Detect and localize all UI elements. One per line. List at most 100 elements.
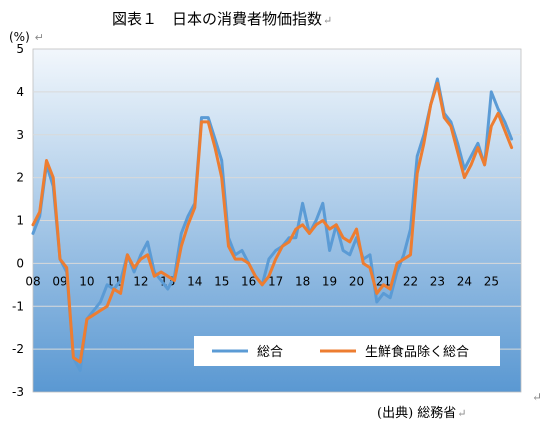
data-point (315, 219, 317, 222)
data-point (247, 262, 250, 265)
data-point (355, 228, 358, 230)
data-point (207, 116, 209, 119)
data-point (160, 279, 162, 282)
data-point (429, 103, 432, 106)
data-point (281, 245, 284, 247)
x-tick-label: 17 (268, 274, 283, 288)
data-point (119, 292, 122, 295)
data-point (52, 176, 54, 179)
data-point (490, 91, 493, 93)
data-point (490, 125, 493, 127)
data-point (362, 262, 365, 265)
data-point (167, 288, 169, 290)
data-point (133, 266, 135, 269)
data-point (382, 292, 385, 295)
data-point (328, 228, 331, 230)
data-point (328, 249, 331, 252)
x-tick-label: 23 (430, 274, 445, 288)
return-mark-icon: ↵ (34, 31, 44, 44)
data-point (436, 82, 439, 85)
data-point (497, 108, 499, 110)
data-point (220, 159, 223, 162)
data-point (402, 258, 405, 260)
x-tick-label: 19 (322, 274, 337, 288)
data-point (106, 284, 108, 286)
data-point (416, 172, 419, 175)
x-tick-label: 10 (79, 274, 94, 288)
x-tick-label: 14 (187, 274, 202, 288)
data-point (396, 271, 398, 273)
data-point (227, 245, 230, 247)
data-point (119, 279, 122, 282)
data-point (113, 288, 115, 290)
data-point (436, 78, 439, 80)
data-point (79, 369, 81, 372)
data-point (160, 271, 162, 273)
data-point (369, 266, 371, 269)
data-point (376, 301, 378, 303)
y-tick-labels: 5 4 3 2 1 0 -1 -2 -3 (12, 42, 24, 399)
data-point (99, 309, 102, 312)
data-point (295, 228, 297, 230)
data-point (274, 258, 277, 260)
data-point (220, 176, 223, 179)
data-point (483, 164, 486, 166)
data-point (477, 146, 479, 149)
data-point (504, 129, 506, 132)
data-point (173, 279, 176, 282)
data-point (322, 202, 324, 205)
data-point (92, 309, 95, 312)
data-point (140, 258, 142, 260)
data-point (126, 254, 129, 256)
data-point (194, 206, 196, 209)
data-point (79, 361, 81, 363)
x-tick-label: 08 (25, 274, 40, 288)
legend: 総合 生鮮食品除く総合 (194, 336, 500, 366)
gridlines (33, 91, 521, 350)
data-point (315, 224, 317, 226)
data-point (402, 254, 405, 256)
data-point (200, 121, 203, 123)
data-point (146, 241, 149, 243)
data-point (456, 151, 459, 153)
return-mark-icon: ↵ (532, 390, 542, 404)
data-point (146, 254, 149, 256)
x-tick-label: 20 (349, 274, 364, 288)
x-tick-label: 09 (52, 274, 67, 288)
x-tick-label: 24 (457, 274, 472, 288)
data-point (504, 121, 506, 123)
data-point (301, 224, 304, 226)
data-point (376, 292, 378, 295)
y-tick-label: 2 (16, 171, 24, 185)
data-point (389, 296, 392, 299)
data-point (470, 155, 472, 157)
series-line-2 (31, 81, 514, 364)
data-point (342, 249, 344, 252)
data-point (59, 258, 61, 260)
data-point (322, 219, 324, 222)
data-point (38, 211, 41, 213)
data-point (450, 125, 452, 127)
data-point (349, 241, 351, 243)
series-lines (31, 77, 514, 373)
data-point (234, 258, 236, 260)
data-point (86, 318, 88, 320)
data-point (470, 164, 472, 166)
data-point (180, 232, 183, 235)
data-point (180, 245, 183, 247)
data-point (463, 176, 466, 179)
x-tick-label: 25 (484, 274, 499, 288)
data-point (342, 236, 344, 239)
legend-label-2: 生鮮食品除く総合 (365, 344, 469, 360)
data-point (456, 142, 459, 145)
y-axis-unit-label: (%) ↵ (9, 30, 44, 44)
data-point (32, 224, 34, 226)
data-point (389, 288, 392, 290)
data-point (214, 146, 216, 149)
data-point (214, 138, 216, 140)
data-point (187, 224, 189, 226)
data-point (396, 262, 398, 265)
x-tick-label: 22 (403, 274, 418, 288)
data-point (241, 249, 243, 252)
data-point (510, 138, 513, 140)
